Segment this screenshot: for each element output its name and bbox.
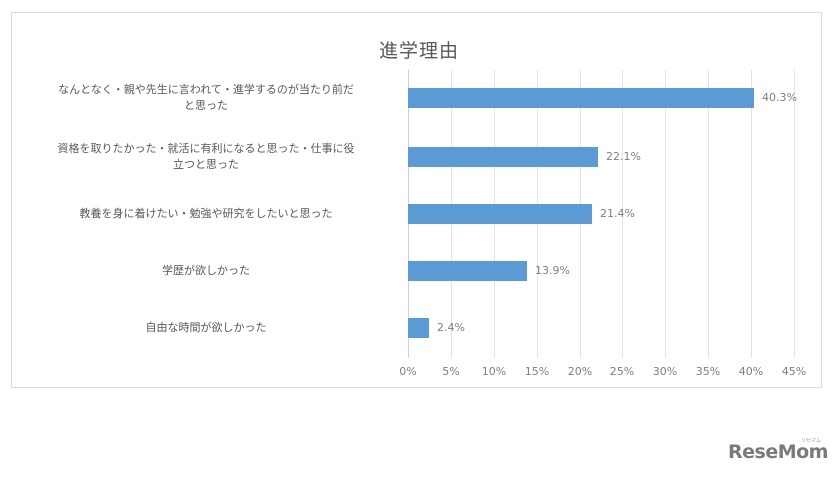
category-label-line: 教養を身に着けたい・勉強や研究をしたいと思った — [79, 207, 333, 220]
x-tick-label: 15% — [524, 365, 550, 378]
bar — [408, 204, 592, 224]
category-label-line: 自由な時間が欲しかった — [145, 321, 267, 334]
category-label: 自由な時間が欲しかった — [16, 320, 396, 336]
category-label-line: なんとなく・親や先生に言われて・進学するのが当たり前だ — [58, 83, 354, 96]
chart-title: 進学理由 — [378, 40, 459, 62]
data-label: 22.1% — [606, 150, 641, 163]
data-label: 21.4% — [600, 207, 635, 220]
x-tick-label: 0% — [399, 365, 417, 378]
resemom-logo-subtext: リセマム — [801, 438, 822, 444]
gridline — [708, 70, 709, 358]
x-tick-label: 20% — [567, 365, 593, 378]
x-tick-label: 10% — [481, 365, 507, 378]
x-tick-label: 40% — [738, 365, 764, 378]
gridline — [794, 70, 795, 358]
bar — [408, 261, 527, 281]
bar — [408, 318, 429, 338]
gridline — [665, 70, 666, 358]
x-tick-label: 25% — [609, 365, 635, 378]
data-label: 2.4% — [437, 321, 465, 334]
x-tick-label: 30% — [652, 365, 678, 378]
bar — [408, 88, 754, 108]
category-label-line: 立つと思った — [173, 158, 239, 171]
category-label-line: 資格を取りたかった・就活に有利になると思った・仕事に役 — [57, 142, 355, 155]
data-label: 13.9% — [535, 264, 570, 277]
resemom-logo: ReseMom — [728, 441, 828, 463]
category-label-line: 学歴が欲しかった — [162, 264, 250, 277]
category-label: 学歴が欲しかった — [16, 263, 396, 279]
bar — [408, 147, 598, 167]
category-label: 資格を取りたかった・就活に有利になると思った・仕事に役 立つと思った — [16, 141, 396, 173]
gridline — [622, 70, 623, 358]
x-tick-label: 45% — [781, 365, 807, 378]
category-label-line: と思った — [184, 99, 228, 112]
data-label: 40.3% — [762, 91, 797, 104]
category-label: なんとなく・親や先生に言われて・進学するのが当たり前だ と思った — [16, 82, 396, 114]
x-tick-label: 35% — [695, 365, 721, 378]
gridline — [751, 70, 752, 358]
category-label: 教養を身に着けたい・勉強や研究をしたいと思った — [16, 206, 396, 222]
x-tick-label: 5% — [442, 365, 460, 378]
